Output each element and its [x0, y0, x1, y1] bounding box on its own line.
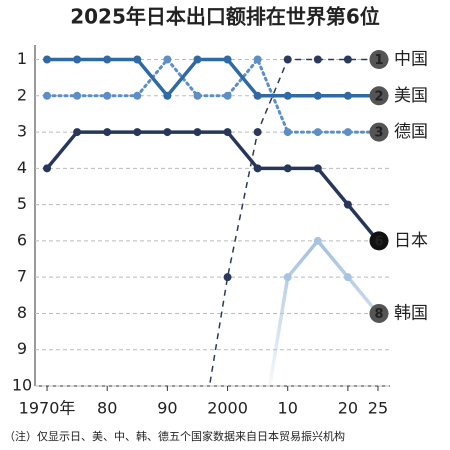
- rank-badge-label: 6: [374, 234, 383, 249]
- plot-area: [43, 55, 382, 386]
- point: [253, 128, 262, 137]
- point: [193, 91, 202, 100]
- point: [43, 164, 52, 173]
- series-line: [45, 56, 380, 134]
- point: [343, 91, 352, 100]
- rank-badge: [369, 86, 389, 106]
- chart-title: 2025年日本出口额排在世界第6位: [70, 5, 380, 29]
- rank-badge: [369, 231, 389, 251]
- x-tick-label: 90: [157, 399, 177, 418]
- y-tick-label: 9: [17, 339, 27, 358]
- rank-badge: [369, 303, 389, 323]
- point: [163, 128, 172, 137]
- series-line: [208, 58, 378, 386]
- legend-label: 日本: [394, 231, 428, 251]
- rank-badge-label: 8: [374, 307, 383, 322]
- rank-badge: [369, 122, 389, 142]
- x-tick-label: 1970年: [19, 399, 76, 418]
- legend-label: 中国: [394, 50, 428, 70]
- point: [223, 273, 232, 282]
- point: [313, 164, 322, 173]
- point: [163, 55, 172, 64]
- point: [73, 55, 82, 64]
- y-tick-label: 1: [17, 49, 27, 68]
- point: [223, 128, 232, 137]
- x-tick-label: 80: [97, 399, 117, 418]
- point: [253, 164, 262, 173]
- series-line: [267, 238, 380, 386]
- point: [133, 91, 142, 100]
- series-line: [45, 130, 380, 243]
- point: [283, 55, 292, 64]
- point: [313, 128, 322, 137]
- point: [313, 91, 322, 100]
- point: [283, 273, 292, 282]
- y-tick-label: 10: [12, 376, 32, 395]
- note: （注）仅显示日、美、中、韩、德五个国家数据来自日本贸易振兴机构: [4, 429, 345, 443]
- rank-badge: [369, 50, 389, 70]
- point: [133, 55, 142, 64]
- y-tick-label: 4: [17, 158, 27, 177]
- y-tick-label: 6: [17, 230, 27, 249]
- point: [133, 128, 142, 137]
- legend-label: 美国: [394, 86, 428, 106]
- legend-label: 德国: [394, 122, 428, 142]
- point: [343, 55, 352, 64]
- point: [253, 91, 262, 100]
- y-tick-label: 8: [17, 303, 27, 322]
- legend-label: 韩国: [394, 303, 428, 323]
- point: [73, 128, 82, 137]
- y-tick-label: 3: [17, 122, 27, 141]
- y-tick-label: 5: [17, 194, 27, 213]
- point: [163, 91, 172, 100]
- point: [223, 55, 232, 64]
- rank-badge-label: 2: [374, 89, 383, 104]
- point: [343, 273, 352, 282]
- point: [103, 128, 112, 137]
- point: [283, 164, 292, 173]
- point: [43, 55, 52, 64]
- point: [43, 91, 52, 100]
- point: [223, 91, 232, 100]
- x-tick-label: 25: [368, 399, 388, 418]
- x-tick-label: 20: [338, 399, 358, 418]
- rank-badge-label: 3: [374, 126, 383, 141]
- x-tick-label: 10: [278, 399, 298, 418]
- y-tick-label: 7: [17, 267, 27, 286]
- point: [193, 128, 202, 137]
- y-tick-label: 2: [17, 85, 27, 104]
- point: [313, 236, 322, 245]
- point: [253, 55, 262, 64]
- x-tick-label: 2000: [207, 399, 248, 418]
- series-line: [47, 57, 378, 99]
- point: [313, 55, 322, 64]
- point: [343, 200, 352, 209]
- rank-badge-label: 1: [374, 53, 383, 68]
- point: [193, 55, 202, 64]
- point: [73, 91, 82, 100]
- point: [103, 91, 112, 100]
- point: [103, 55, 112, 64]
- point: [283, 128, 292, 137]
- point: [283, 91, 292, 100]
- point: [343, 128, 352, 137]
